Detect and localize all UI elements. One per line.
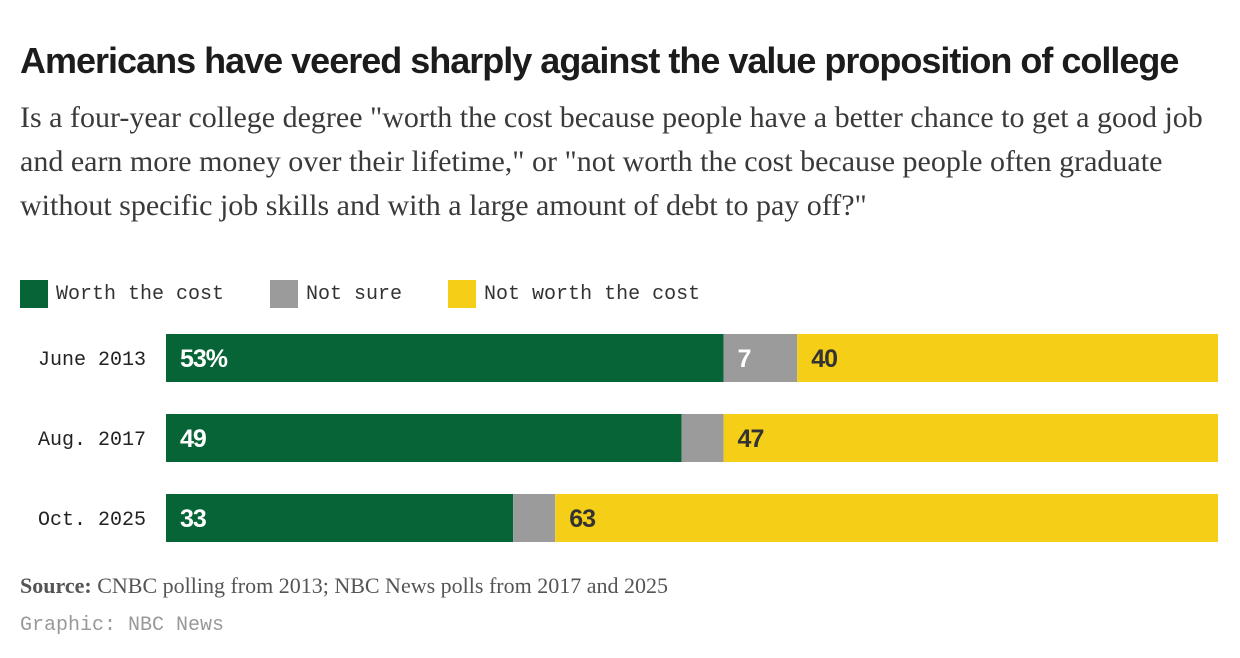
bar-segment (166, 334, 724, 382)
data-label: 7 (738, 345, 751, 373)
category-label: Aug. 2017 (38, 429, 146, 452)
bar-segment (166, 494, 514, 542)
bar-segment (797, 334, 1218, 382)
legend-item: Not worth the cost (448, 280, 700, 308)
source-note: Source: CNBC polling from 2013; NBC News… (20, 573, 668, 599)
data-label: 49 (180, 425, 206, 453)
bar-segment (166, 414, 682, 462)
category-label: Oct. 2025 (38, 509, 146, 532)
bar-segment (555, 494, 1218, 542)
category-label: June 2013 (38, 349, 146, 372)
source-label: Source: (20, 573, 92, 598)
legend-label: Not worth the cost (484, 282, 701, 306)
graphic-credit: Graphic: NBC News (20, 614, 225, 637)
bar-segment (681, 414, 724, 462)
legend-swatch (270, 280, 299, 308)
legend-item: Worth the cost (20, 280, 224, 308)
data-label: 53% (180, 345, 228, 373)
legend-label: Not sure (306, 282, 403, 306)
data-label: 40 (811, 345, 837, 373)
bar-segment (723, 414, 1218, 462)
bar-segment (723, 334, 798, 382)
legend-item: Not sure (270, 280, 402, 308)
legend-swatch (448, 280, 477, 308)
chart-title: Americans have veered sharply against th… (20, 40, 1179, 81)
legend-label: Worth the cost (56, 282, 225, 306)
bar-segment (513, 494, 556, 542)
data-label: 63 (569, 505, 595, 533)
data-label: 33 (180, 505, 206, 533)
stacked-bar-chart: June 2013 53% 7 40 Aug. 2017 49 47 Oct. 2025 33 6… (38, 334, 1218, 542)
chart-subtitle: Is a four-year college degree "worth the… (20, 101, 1203, 222)
data-label: 47 (738, 425, 764, 453)
legend: Worth the cost Not sure Not worth the cost (20, 280, 746, 308)
legend-swatch (20, 280, 48, 308)
source-text: CNBC polling from 2013; NBC News polls f… (91, 573, 668, 598)
